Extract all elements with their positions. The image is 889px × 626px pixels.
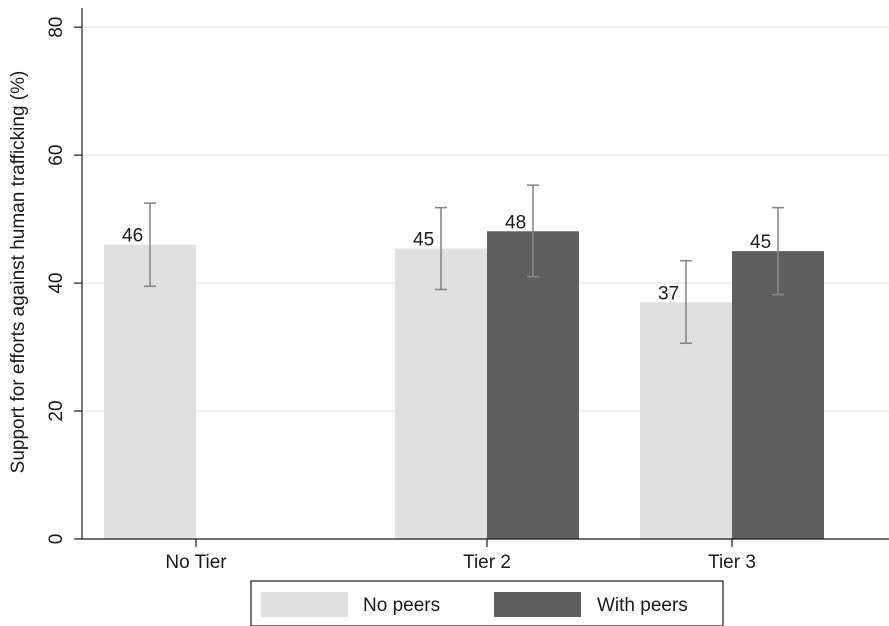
y-ticks: 0 20 40 60 80 <box>46 17 82 545</box>
y-tick-label: 80 <box>46 17 67 38</box>
legend-label: With peers <box>597 595 688 616</box>
x-ticks: No Tier Tier 2 Tier 3 <box>165 539 756 573</box>
error-bar <box>772 206 784 296</box>
y-tick-label: 40 <box>46 273 67 294</box>
x-tick-label: No Tier <box>165 552 227 573</box>
bar-no-peers <box>104 244 196 539</box>
x-tick-label: Tier 3 <box>708 552 756 573</box>
data-label: 45 <box>413 230 434 251</box>
legend-key <box>494 592 581 617</box>
data-label: 48 <box>505 212 526 233</box>
bar-with-peers <box>732 251 824 539</box>
y-tick-label: 20 <box>46 400 67 421</box>
y-axis-title: Support for efforts against human traffi… <box>8 71 29 474</box>
data-label: 46 <box>122 226 143 247</box>
axes <box>81 8 889 540</box>
bar-with-peers <box>487 231 579 539</box>
data-label: 37 <box>658 283 679 304</box>
error-bar <box>435 206 447 291</box>
data-labels: 46 45 37 48 45 <box>122 212 771 304</box>
bar-no-peers <box>395 248 487 540</box>
y-tick-label: 0 <box>46 534 67 545</box>
y-tick-label: 60 <box>46 145 67 166</box>
bars <box>104 231 824 540</box>
error-bar <box>527 184 539 278</box>
error-bar <box>144 202 156 288</box>
legend: No peers With peers <box>250 580 724 626</box>
error-bar <box>680 259 692 345</box>
legend-label: No peers <box>363 595 440 616</box>
x-tick-label: Tier 2 <box>463 552 511 573</box>
data-label: 45 <box>750 232 771 253</box>
error-bars <box>144 184 784 345</box>
legend-key <box>261 592 348 617</box>
